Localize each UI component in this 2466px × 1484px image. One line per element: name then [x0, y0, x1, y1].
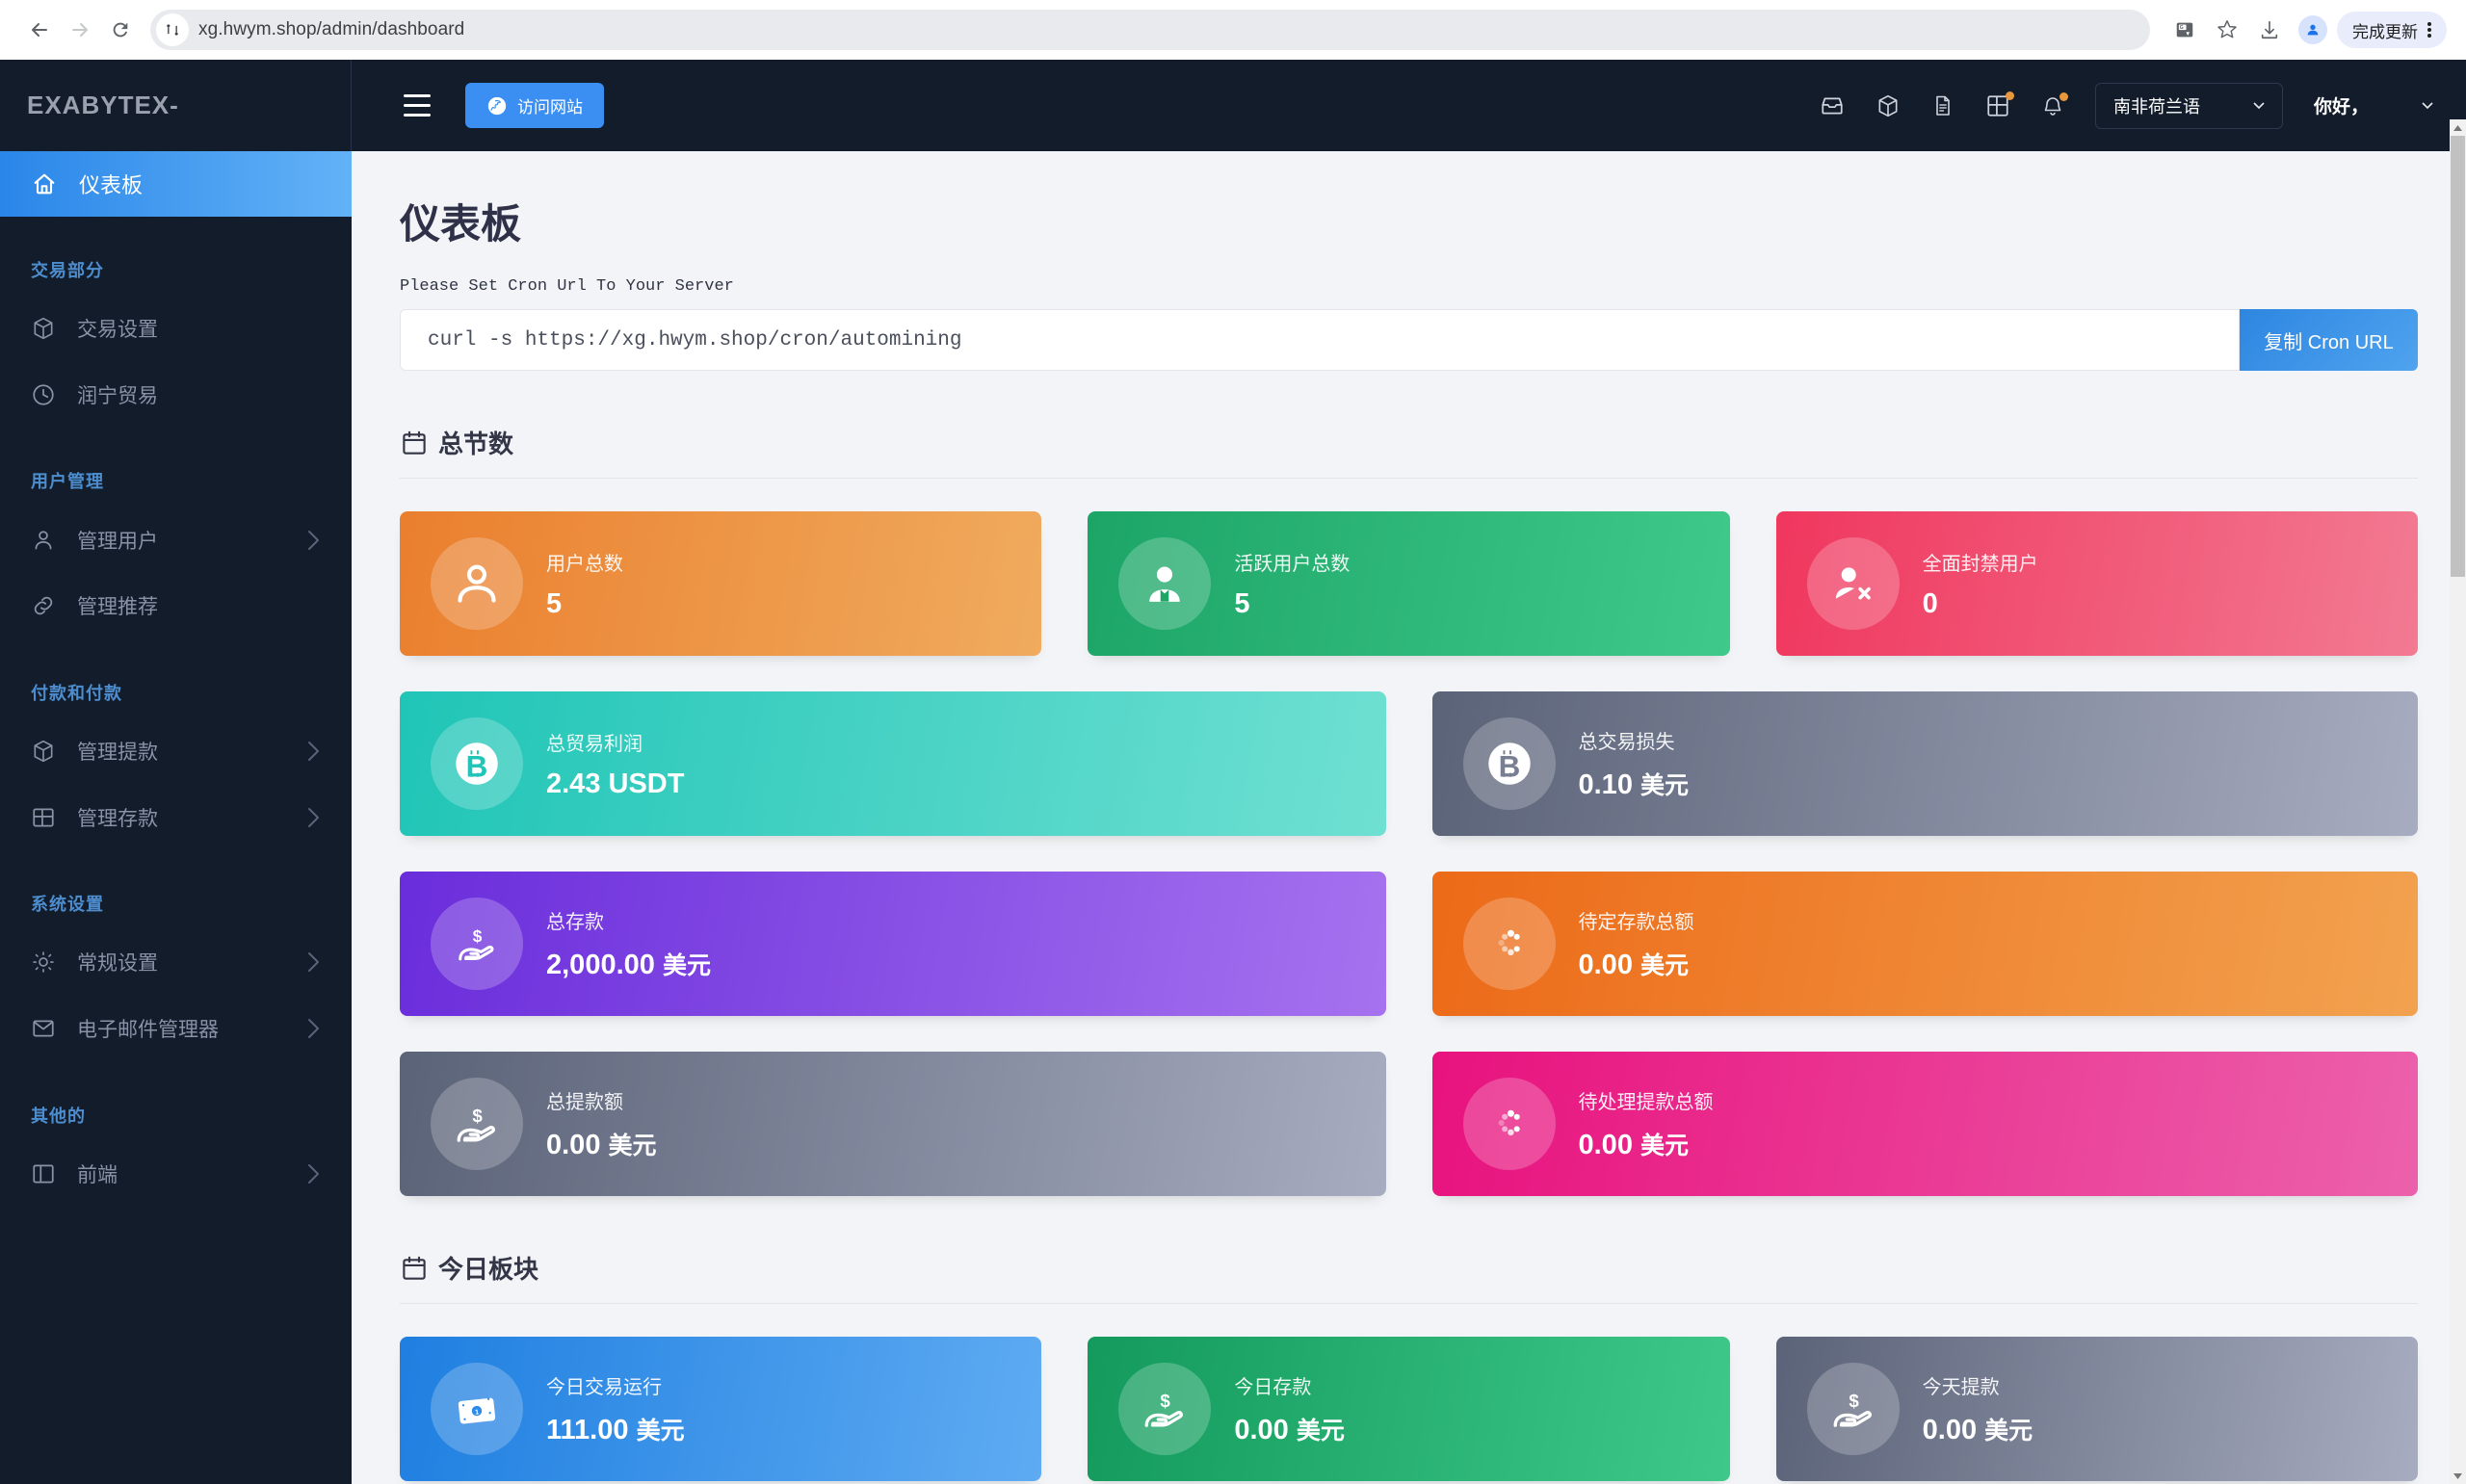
svg-text:G: G: [2180, 25, 2184, 31]
svg-text:$: $: [1161, 1391, 1171, 1411]
svg-text:$: $: [472, 1106, 483, 1126]
svg-text:1: 1: [475, 1408, 480, 1416]
svg-text:B: B: [466, 749, 488, 783]
svg-text:B: B: [1498, 749, 1520, 783]
svg-text:$: $: [473, 926, 483, 946]
svg-text:$: $: [1849, 1391, 1859, 1411]
